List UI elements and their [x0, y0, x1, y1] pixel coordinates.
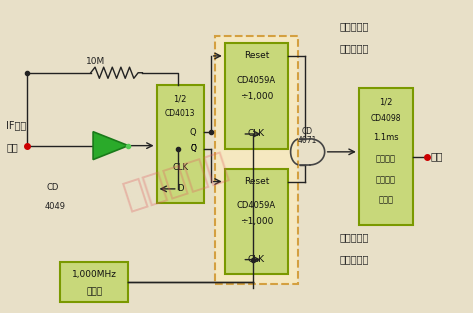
Text: 单稳多谐: 单稳多谐 — [376, 175, 396, 184]
Text: ÷1,000: ÷1,000 — [240, 217, 273, 226]
Text: CD4098: CD4098 — [370, 114, 401, 123]
Text: 的处理电路: 的处理电路 — [340, 43, 369, 53]
Text: 4071: 4071 — [298, 136, 317, 145]
Text: 振荡器: 振荡器 — [378, 196, 393, 205]
Text: Q̅: Q̅ — [190, 144, 196, 153]
Text: 4049: 4049 — [44, 202, 66, 211]
Text: Q: Q — [190, 128, 197, 137]
Text: Reset: Reset — [244, 51, 269, 60]
Text: 数据: 数据 — [430, 151, 443, 162]
Text: CD4059A: CD4059A — [237, 201, 276, 210]
Text: 负周期信号: 负周期信号 — [340, 21, 369, 31]
Text: 的处理电路: 的处理电路 — [340, 254, 369, 264]
Text: 1.1ms: 1.1ms — [373, 133, 399, 142]
FancyBboxPatch shape — [215, 35, 298, 284]
Text: Q̅: Q̅ — [190, 144, 196, 153]
Text: IF信号: IF信号 — [6, 121, 26, 131]
Text: 1/2: 1/2 — [379, 97, 393, 106]
Text: CD: CD — [46, 183, 59, 192]
Text: CD4059A: CD4059A — [237, 76, 276, 85]
Text: CD4013: CD4013 — [165, 109, 195, 118]
Text: 10M: 10M — [86, 57, 105, 66]
Text: CLK: CLK — [172, 163, 188, 172]
Text: 可重触发: 可重触发 — [376, 155, 396, 164]
Text: ÷1,000: ÷1,000 — [240, 91, 273, 100]
Text: 电子世界网: 电子世界网 — [119, 148, 232, 214]
FancyBboxPatch shape — [359, 88, 413, 225]
FancyBboxPatch shape — [225, 43, 288, 149]
Text: 输入: 输入 — [6, 142, 18, 152]
FancyBboxPatch shape — [225, 169, 288, 275]
Text: CLK: CLK — [248, 130, 265, 138]
Text: 1/2: 1/2 — [174, 95, 187, 104]
Polygon shape — [93, 132, 128, 160]
Text: CLK: CLK — [248, 255, 265, 264]
Text: CD: CD — [302, 127, 313, 136]
FancyBboxPatch shape — [60, 262, 128, 302]
Text: Reset: Reset — [244, 177, 269, 186]
Text: 振荡器: 振荡器 — [86, 288, 102, 297]
Text: D: D — [177, 184, 184, 193]
FancyBboxPatch shape — [157, 85, 203, 203]
Text: 正周期信号: 正周期信号 — [340, 232, 369, 242]
Text: 1,000MHz: 1,000MHz — [72, 270, 117, 280]
